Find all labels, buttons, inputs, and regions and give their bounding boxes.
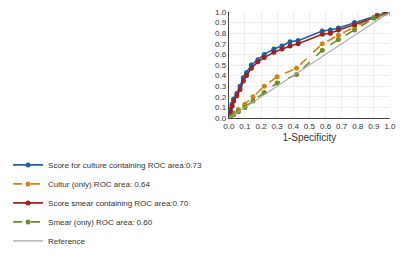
svg-text:0.2: 0.2 [255,122,267,131]
svg-text:0.1: 0.1 [239,122,251,131]
svg-text:0.9: 0.9 [215,18,227,27]
svg-text:0.1: 0.1 [215,103,227,112]
svg-text:0.2: 0.2 [215,93,227,102]
svg-text:Score for culture containing R: Score for culture containing ROC area:0.… [48,161,202,170]
svg-text:0.4: 0.4 [215,71,227,80]
svg-text:0.8: 0.8 [215,29,227,38]
svg-text:0.0: 0.0 [223,122,235,131]
svg-text:0.6: 0.6 [320,122,332,131]
svg-text:0.3: 0.3 [215,82,227,91]
svg-text:1.0: 1.0 [384,122,396,131]
svg-text:0.8: 0.8 [352,122,364,131]
svg-text:Smear (only) ROC area: 0.60: Smear (only) ROC area: 0.60 [48,218,153,227]
svg-text:0.6: 0.6 [215,50,227,59]
svg-text:0.5: 0.5 [215,61,227,70]
svg-text:0.7: 0.7 [336,122,348,131]
svg-text:0.5: 0.5 [304,122,316,131]
svg-text:0.4: 0.4 [288,122,300,131]
svg-text:Score smear containing ROC are: Score smear containing ROC area:0.70 [48,199,189,208]
svg-text:1.0: 1.0 [215,8,227,17]
svg-text:0.7: 0.7 [215,40,227,49]
svg-text:0.0: 0.0 [215,114,227,123]
svg-text:0.9: 0.9 [368,122,380,131]
svg-text:Cultur (only) ROC area: 0.64: Cultur (only) ROC area: 0.64 [48,180,150,189]
svg-text:1-Specificity: 1-Specificity [282,132,336,143]
svg-text:0.3: 0.3 [272,122,284,131]
svg-text:Reference: Reference [48,237,85,246]
